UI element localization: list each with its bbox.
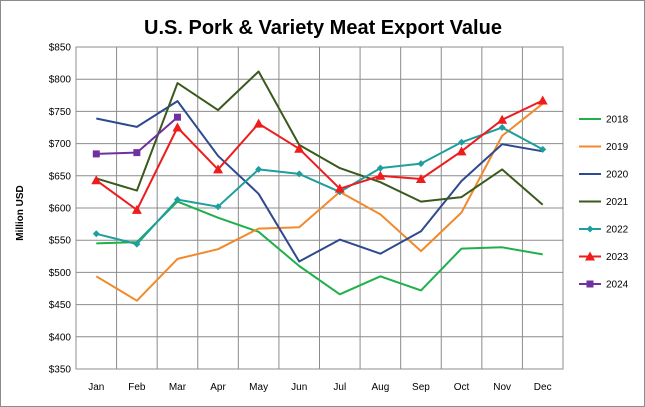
series-2019 xyxy=(95,102,544,302)
data-point xyxy=(295,170,303,178)
x-tick-label: Dec xyxy=(534,382,552,393)
data-point xyxy=(214,203,222,211)
legend-label: 2018 xyxy=(606,115,629,126)
legend-entry-2021: 2021 xyxy=(579,197,629,208)
series-line xyxy=(96,70,544,206)
y-tick-label: $350 xyxy=(49,365,72,376)
x-tick-label: Nov xyxy=(493,382,511,393)
data-point xyxy=(586,280,594,288)
y-tick-label: $500 xyxy=(49,268,72,279)
legend: 2018 2019 2020 2021 2022 2023 2024 xyxy=(579,115,629,291)
series-line xyxy=(95,102,544,302)
series-2021 xyxy=(96,70,544,206)
x-tick-label: Feb xyxy=(128,382,146,393)
data-point xyxy=(497,114,508,124)
legend-entry-2022: 2022 xyxy=(579,225,629,236)
series-line xyxy=(95,99,544,211)
y-tick-label: $550 xyxy=(49,236,72,247)
data-point xyxy=(213,164,224,174)
data-point xyxy=(173,196,181,204)
data-point xyxy=(376,164,384,172)
x-tick-label: Jul xyxy=(333,382,346,393)
x-tick-label: Mar xyxy=(169,382,187,393)
y-tick-label: $800 xyxy=(49,75,72,86)
y-axis-label: Million USD xyxy=(15,185,26,241)
data-point xyxy=(585,251,595,261)
y-tick-label: $650 xyxy=(49,171,72,182)
series-line xyxy=(96,116,179,155)
data-point xyxy=(255,165,263,173)
data-point xyxy=(294,143,305,153)
data-point xyxy=(91,175,102,185)
x-tick-label: Apr xyxy=(210,382,226,393)
data-point xyxy=(415,174,426,184)
y-tick-label: $600 xyxy=(49,204,72,215)
legend-entry-2019: 2019 xyxy=(579,142,629,153)
data-point xyxy=(498,124,506,131)
x-tick-label: Aug xyxy=(371,382,389,393)
legend-entry-2018: 2018 xyxy=(579,115,629,126)
y-tick-label: $450 xyxy=(49,300,72,311)
series-2020 xyxy=(96,100,543,263)
data-point xyxy=(131,204,142,214)
y-tick-label: $750 xyxy=(49,107,72,118)
y-tick-label: $850 xyxy=(49,43,72,54)
series-line xyxy=(96,100,543,263)
chart-title: U.S. Pork & Variety Meat Export Value xyxy=(144,17,502,39)
x-tick-label: Jan xyxy=(88,382,104,393)
axis-layer: $350 $400 $450 $500 $550 $600 $650 $700 $750 $800… xyxy=(49,43,552,394)
data-point xyxy=(417,160,425,168)
data-point xyxy=(173,113,181,121)
legend-label: 2020 xyxy=(606,170,629,181)
y-tick-label: $700 xyxy=(49,139,72,150)
data-point xyxy=(253,118,264,128)
x-tick-label: Oct xyxy=(454,382,470,393)
series-layer xyxy=(91,70,548,302)
data-point xyxy=(586,225,594,233)
legend-entry-2020: 2020 xyxy=(579,170,629,181)
series-2023 xyxy=(91,95,548,214)
legend-label: 2024 xyxy=(606,280,629,291)
data-point xyxy=(539,145,547,153)
data-point xyxy=(92,150,100,158)
x-tick-label: Jun xyxy=(291,382,307,393)
data-point xyxy=(375,170,386,180)
grid-layer xyxy=(75,46,564,370)
y-tick-label: $400 xyxy=(49,332,72,343)
data-point xyxy=(456,146,467,156)
data-point xyxy=(92,230,100,238)
data-point xyxy=(133,149,141,157)
data-point xyxy=(334,183,345,193)
legend-label: 2022 xyxy=(606,225,629,236)
data-point xyxy=(172,122,183,132)
legend-label: 2019 xyxy=(606,142,629,153)
data-point xyxy=(458,138,466,146)
data-point xyxy=(133,240,141,248)
legend-label: 2021 xyxy=(606,197,629,208)
legend-entry-2023: 2023 xyxy=(579,251,629,263)
data-point xyxy=(537,95,548,105)
series-line xyxy=(96,126,544,246)
x-tick-label: May xyxy=(249,382,268,393)
series-2024 xyxy=(92,113,181,158)
x-tick-label: Sep xyxy=(412,382,430,393)
legend-label: 2023 xyxy=(606,252,629,263)
legend-entry-2024: 2024 xyxy=(579,280,629,291)
